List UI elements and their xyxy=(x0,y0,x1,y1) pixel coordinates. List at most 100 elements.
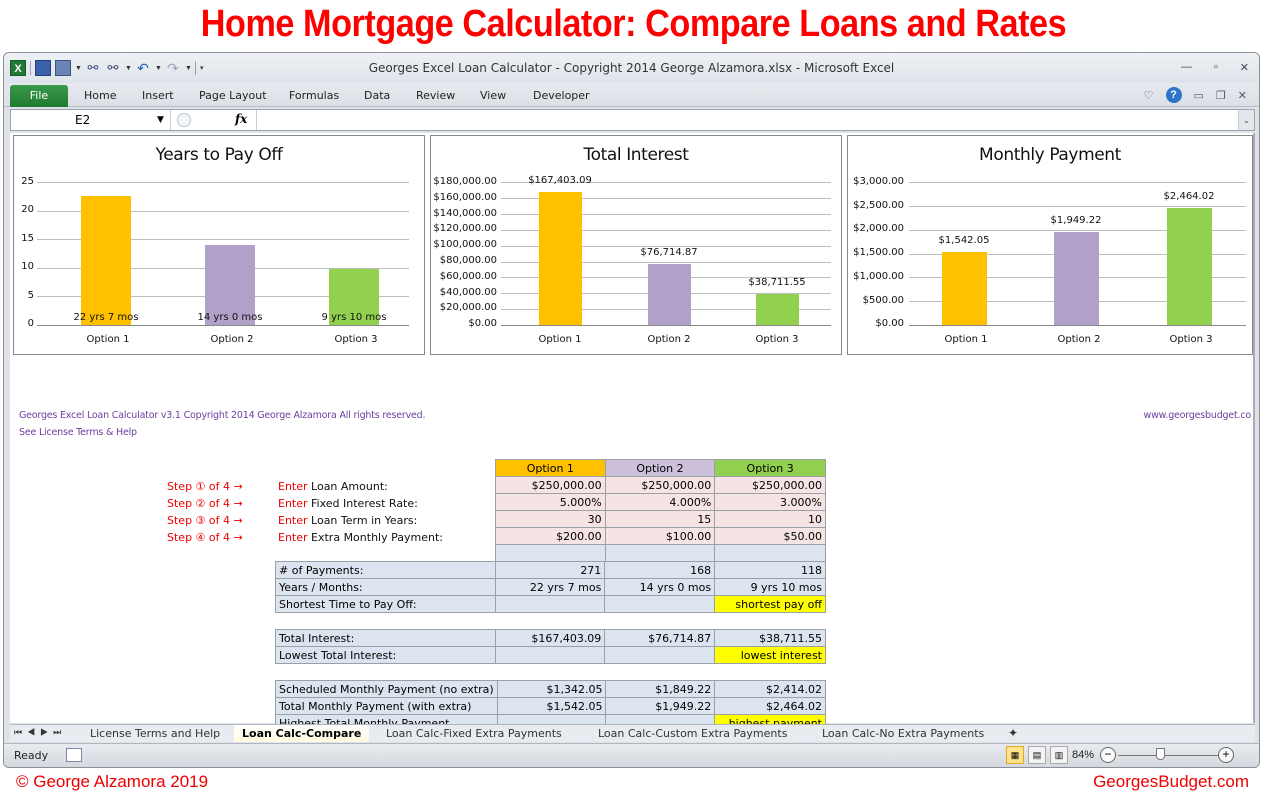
sheet-tab-custom-extra[interactable]: Loan Calc-Custom Extra Payments xyxy=(598,727,788,740)
bar-option-3[interactable] xyxy=(1167,208,1212,325)
sheet-tab-loan-calc-compare[interactable]: Loan Calc-Compare xyxy=(234,725,370,742)
workbook-minimize-icon[interactable]: ▭ xyxy=(1193,89,1204,102)
restore-icon[interactable]: ▫ xyxy=(1213,61,1218,73)
dropdown-arrow-icon[interactable]: ▼ xyxy=(75,64,82,72)
bar-option-2[interactable] xyxy=(205,245,255,325)
extra-payment-option-2[interactable]: $100.00 xyxy=(604,527,716,545)
blank-cell[interactable] xyxy=(495,544,606,562)
lowest-interest-badge[interactable]: lowest interest xyxy=(714,646,826,664)
workbook-close-icon[interactable]: ✕ xyxy=(1237,89,1247,102)
page-break-view-icon[interactable]: ▥ xyxy=(1050,746,1068,764)
tab-file[interactable]: File xyxy=(10,85,68,107)
blank-cell[interactable] xyxy=(604,544,716,562)
record-macro-icon[interactable] xyxy=(66,748,82,762)
chart-monthly-payment[interactable]: Monthly Payment $3,000.00 $2,500.00 $2,0… xyxy=(847,135,1253,355)
cell[interactable] xyxy=(604,646,716,664)
bar-option-1[interactable] xyxy=(942,252,987,325)
cell[interactable]: $2,464.02 xyxy=(714,697,826,715)
bar-option-2[interactable] xyxy=(648,264,691,325)
sheet-nav-buttons[interactable]: ⏮◀▶⏭ xyxy=(14,727,67,737)
cell[interactable]: 9 yrs 10 mos xyxy=(714,578,826,596)
tab-page-layout[interactable]: Page Layout xyxy=(199,89,267,102)
help-icon[interactable]: ? xyxy=(1165,87,1182,103)
loan-amount-option-2[interactable]: $250,000.00 xyxy=(604,476,716,494)
cell[interactable] xyxy=(494,595,606,613)
expand-formula-bar-icon[interactable]: ⌄ xyxy=(1238,110,1254,130)
undo-icon[interactable]: ↶ xyxy=(137,60,149,76)
cell[interactable]: $1,949.22 xyxy=(605,697,716,715)
license-link[interactable]: See License Terms & Help xyxy=(19,427,137,438)
cell[interactable]: 168 xyxy=(604,561,716,579)
tab-insert[interactable]: Insert xyxy=(142,89,174,102)
find-replace-icon[interactable]: ⚯ xyxy=(107,60,119,75)
cell[interactable]: 22 yrs 7 mos xyxy=(494,578,606,596)
worksheet[interactable]: Years to Pay Off 25 20 15 10 5 0 22 yrs … xyxy=(10,133,1255,732)
customize-toolbar-icon[interactable]: ▾ xyxy=(200,65,204,72)
website-link[interactable]: www.georgesbudget.co xyxy=(1143,410,1252,421)
cell[interactable]: $1,342.05 xyxy=(496,680,607,698)
bar-option-2[interactable] xyxy=(1054,232,1099,325)
loan-amount-option-3[interactable]: $250,000.00 xyxy=(714,476,826,494)
insert-sheet-icon[interactable]: ✦ xyxy=(1008,726,1019,740)
zoom-in-icon[interactable]: + xyxy=(1218,747,1234,763)
calculator-icon[interactable] xyxy=(55,60,71,76)
tab-view[interactable]: View xyxy=(480,89,507,102)
interest-rate-option-2[interactable]: 4.000% xyxy=(604,493,716,511)
chart-years-to-pay-off[interactable]: Years to Pay Off 25 20 15 10 5 0 22 yrs … xyxy=(13,135,425,355)
cell[interactable]: $2,414.02 xyxy=(714,680,826,698)
undo-dropdown-icon[interactable]: ▼ xyxy=(155,64,162,72)
normal-view-icon[interactable]: ▦ xyxy=(1006,746,1024,764)
cell[interactable] xyxy=(494,646,606,664)
dropdown-arrow-icon[interactable]: ▼ xyxy=(125,64,132,72)
loan-term-option-1[interactable]: 30 xyxy=(495,510,606,528)
cell[interactable]: $1,542.05 xyxy=(496,697,607,715)
tab-developer[interactable]: Developer xyxy=(533,89,590,102)
extra-payment-option-1[interactable]: $200.00 xyxy=(495,527,606,545)
loan-amount-option-1[interactable]: $250,000.00 xyxy=(495,476,606,494)
sheet-tab-license[interactable]: License Terms and Help xyxy=(90,727,221,740)
zoom-level[interactable]: 84% xyxy=(1072,749,1095,761)
interest-rate-option-3[interactable]: 3.000% xyxy=(714,493,826,511)
loan-term-option-2[interactable]: 15 xyxy=(604,510,716,528)
sheet-tab-fixed-extra[interactable]: Loan Calc-Fixed Extra Payments xyxy=(386,727,562,740)
zoom-out-icon[interactable]: − xyxy=(1100,747,1116,763)
bar-option-1[interactable] xyxy=(539,192,582,325)
excel-logo-icon[interactable]: X xyxy=(10,60,26,76)
name-box[interactable]: E2 ▼ xyxy=(11,110,171,130)
cell[interactable]: 271 xyxy=(494,561,606,579)
bar-option-3[interactable] xyxy=(756,294,799,325)
loan-term-option-3[interactable]: 10 xyxy=(714,510,826,528)
blank-cell[interactable] xyxy=(714,544,826,562)
chart-total-interest[interactable]: Total Interest $180,000.00 $160,000.00 $… xyxy=(430,135,842,355)
tab-review[interactable]: Review xyxy=(416,89,456,102)
zoom-slider-thumb[interactable] xyxy=(1156,748,1165,760)
bar-option-1[interactable] xyxy=(81,196,131,325)
chevron-down-icon[interactable]: ▼ xyxy=(157,115,164,125)
cell[interactable]: $167,403.09 xyxy=(494,629,606,647)
cell[interactable]: $38,711.55 xyxy=(714,629,826,647)
tab-formulas[interactable]: Formulas xyxy=(289,89,340,102)
cell[interactable] xyxy=(604,595,716,613)
formula-input[interactable] xyxy=(261,110,1236,130)
interest-rate-option-1[interactable]: 5.000% xyxy=(495,493,606,511)
cell[interactable]: $1,849.22 xyxy=(605,680,716,698)
insert-function-icon[interactable]: fx xyxy=(235,112,248,126)
find-icon[interactable]: ⚯ xyxy=(87,60,99,75)
zoom-slider-track[interactable] xyxy=(1118,755,1218,756)
shortest-payoff-badge[interactable]: shortest pay off xyxy=(714,595,826,613)
cell[interactable]: $76,714.87 xyxy=(604,629,716,647)
tab-home[interactable]: Home xyxy=(84,89,117,102)
cancel-formula-icon[interactable] xyxy=(177,113,191,127)
close-icon[interactable]: ✕ xyxy=(1239,62,1249,74)
cell[interactable]: 118 xyxy=(714,561,826,579)
extra-payment-option-3[interactable]: $50.00 xyxy=(714,527,826,545)
page-layout-view-icon[interactable]: ▤ xyxy=(1028,746,1046,764)
minimize-ribbon-icon[interactable]: ♡ xyxy=(1143,89,1154,102)
minimize-icon[interactable]: — xyxy=(1180,61,1192,73)
redo-dropdown-icon[interactable]: ▼ xyxy=(185,64,192,72)
tab-data[interactable]: Data xyxy=(364,89,391,102)
cell[interactable]: 14 yrs 0 mos xyxy=(604,578,716,596)
bar-option-3[interactable] xyxy=(329,269,379,325)
workbook-restore-icon[interactable]: ❐ xyxy=(1215,89,1226,102)
save-icon[interactable] xyxy=(35,60,51,76)
